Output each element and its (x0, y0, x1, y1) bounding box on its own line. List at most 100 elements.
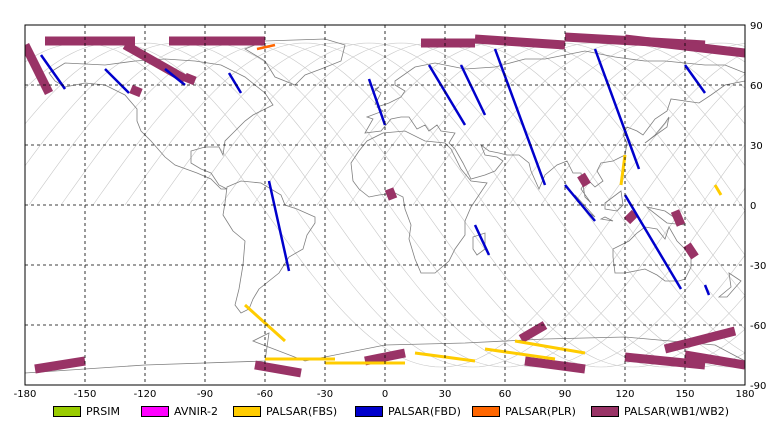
swath-palsar-fbd (459, 64, 487, 116)
orbit-track (444, 42, 745, 206)
legend-item-palsar-plr: PALSAR(PLR) (472, 403, 576, 419)
x-tick-label: -30 (317, 389, 333, 400)
swath-palsar-wb (663, 326, 737, 354)
swath-palsar-wb (384, 187, 398, 201)
swath-palsar-fbd (493, 48, 547, 186)
x-axis-ticks: -180 -150 -120 -90 -60 -30 0 30 60 90 120 150 180 (14, 389, 755, 400)
orbit-track (28, 42, 745, 368)
x-tick-label: -180 (14, 389, 37, 400)
x-tick-label: 0 (382, 389, 388, 400)
y-tick-label: 90 (750, 21, 763, 32)
legend-item-prsim: PRSIM (53, 403, 120, 419)
swath-palsar-wb (624, 352, 706, 370)
orbit-track (508, 42, 745, 206)
x-tick-label: 90 (559, 389, 572, 400)
orbit-track (765, 43, 770, 367)
swath-palsar-wb (183, 72, 197, 86)
legend-swatch-palsar-wb (591, 405, 619, 417)
coastline (25, 332, 745, 385)
plot-frame (24, 24, 746, 386)
legend-item-palsar-fbd: PALSAR(FBD) (355, 403, 461, 419)
orbit-track (540, 42, 745, 206)
coastline (644, 116, 670, 144)
swath-palsar-wb (474, 34, 566, 50)
swath-palsar-fbs (514, 339, 586, 355)
world-map-plot: -180 -150 -120 -90 -60 -30 0 30 60 90 120 150 180 90… (14, 21, 770, 400)
swath-palsar-plr (256, 43, 276, 51)
legend-swatch-palsar-plr (472, 405, 500, 417)
legend-label-prsim: PRSIM (86, 404, 120, 418)
swath-palsar-fbd (104, 68, 130, 94)
legend-swatch-palsar-fbs (233, 405, 261, 417)
coastline (717, 272, 742, 298)
swath-palsar-fbd (427, 64, 467, 126)
coastline (472, 232, 486, 256)
x-tick-label: -90 (197, 389, 213, 400)
orbit-track (476, 42, 745, 206)
legend-swatch-avnir2 (141, 405, 169, 417)
swath-palsar-wb (122, 41, 188, 83)
swath-palsar-fbd (267, 180, 291, 272)
y-tick-label: -30 (750, 261, 766, 272)
swath-palsar-wb (683, 242, 699, 260)
swath-palsar-fbd (703, 284, 711, 296)
y-tick-label: 30 (750, 141, 763, 152)
coastline (604, 190, 624, 212)
legend-label-palsar-wb: PALSAR(WB1/WB2) (624, 404, 730, 418)
swath-palsar-wb (623, 209, 639, 225)
swath-palsar-fbs (619, 154, 627, 186)
coastline (48, 58, 274, 190)
legend-label-avnir2: AVNIR-2 (174, 404, 218, 418)
legend-label-palsar-plr: PALSAR(PLR) (505, 404, 576, 418)
swath-palsar-wb (577, 172, 591, 188)
legend-swatch-prsim (53, 405, 81, 417)
x-tick-label: 60 (499, 389, 512, 400)
swath-palsar-fbd (623, 194, 683, 290)
swath-palsar-fbd (564, 184, 596, 222)
graticule-grid (25, 25, 745, 385)
swath-palsar-wb (518, 321, 548, 343)
x-tick-label: -60 (257, 389, 273, 400)
orbit-track (316, 42, 745, 296)
x-tick-label: 120 (615, 389, 634, 400)
legend-item-avnir2: AVNIR-2 (141, 403, 218, 419)
y-tick-label: -60 (750, 321, 766, 332)
swath-palsar-fbd (39, 54, 67, 90)
legend: PRSIM AVNIR-2 PALSAR(FBS) PALSAR(FBD) PA… (0, 401, 770, 423)
swath-palsar-wb (254, 360, 302, 378)
swath-palsar-wb (524, 356, 586, 374)
swath-palsar-fbd (683, 64, 707, 94)
x-tick-label: 180 (735, 389, 754, 400)
orbit-track (572, 43, 745, 206)
swath-palsar-fbd (367, 78, 387, 126)
swath-palsar-fbs (713, 184, 723, 196)
x-tick-label: -150 (74, 389, 97, 400)
legend-item-palsar-fbs: PALSAR(FBS) (233, 403, 337, 419)
y-tick-label: 0 (750, 201, 756, 212)
coastline (364, 50, 745, 204)
legend-item-palsar-wb: PALSAR(WB1/WB2) (591, 403, 729, 419)
legend-label-palsar-fbd: PALSAR(FBD) (388, 404, 461, 418)
x-tick-label: 150 (675, 389, 694, 400)
y-tick-label: -90 (750, 381, 766, 392)
swath-palsar-fbd (227, 72, 243, 94)
x-tick-label: -120 (134, 389, 157, 400)
orbit-track (412, 42, 745, 206)
y-axis-ticks: 90 60 30 0 -30 -60 -90 (750, 21, 766, 392)
swath-palsar-fbs (243, 303, 287, 343)
swath-palsar-fbd (593, 48, 641, 170)
swath-palsar-wb (34, 356, 86, 374)
x-tick-label: 30 (439, 389, 452, 400)
swath-palsar-wb (129, 84, 143, 98)
coastline (599, 216, 614, 222)
orbit-track (124, 42, 745, 368)
swath-palsar-fbd (473, 224, 491, 256)
swath-palsar-fbs (484, 347, 556, 361)
swath-palsar-wb (670, 209, 686, 227)
y-tick-label: 60 (750, 81, 763, 92)
legend-swatch-palsar-fbd (355, 405, 383, 417)
swath-palsar-fbd (164, 68, 186, 86)
swath-palsar-wb (684, 350, 745, 370)
legend-label-palsar-fbs: PALSAR(FBS) (266, 404, 338, 418)
